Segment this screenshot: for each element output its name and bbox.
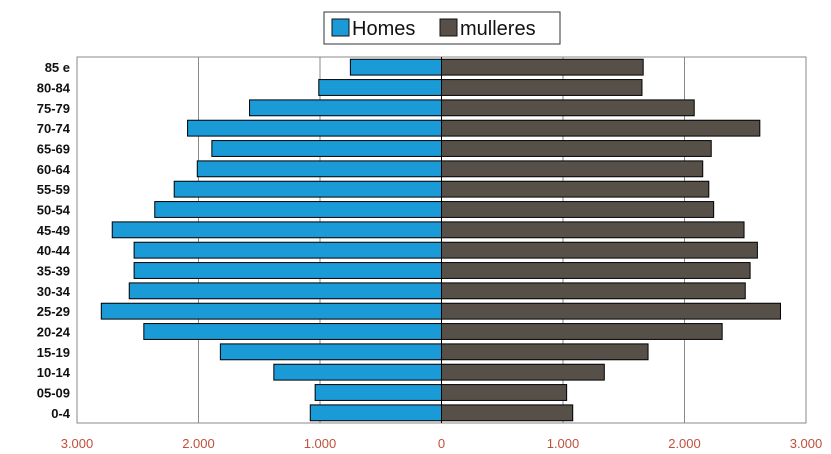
x-tick-label: 2.000 (182, 436, 215, 451)
bar-homes (211, 140, 442, 157)
bar-mulleres (441, 343, 649, 361)
bar-homes (143, 323, 442, 340)
bar-mulleres (441, 323, 723, 340)
x-tick-label: 1.000 (547, 436, 580, 451)
y-tick-label: 10-14 (37, 365, 71, 380)
y-tick-label: 15-19 (37, 345, 70, 360)
bar-mulleres (441, 363, 605, 381)
plot-area: 3.000 2.000 1.000 0 1.000 2.000 3.000 85 e 80-84… (37, 56, 823, 451)
bar-mulleres (441, 99, 695, 117)
y-tick-label: 05-09 (37, 386, 70, 401)
bar-mulleres (441, 119, 761, 137)
bar-homes (173, 180, 442, 198)
bar-homes (318, 79, 442, 96)
bar-mulleres (441, 302, 781, 320)
bar-mulleres (441, 160, 704, 178)
bar-mulleres (441, 404, 574, 422)
y-tick-label: 20-24 (37, 325, 71, 340)
bar-homes (133, 262, 442, 279)
bar-homes (100, 302, 443, 320)
y-tick-label: 80-84 (37, 81, 71, 96)
legend-label-mulleres: mulleres (460, 18, 536, 40)
bar-homes (219, 343, 442, 361)
y-tick-label: 50-54 (37, 203, 71, 218)
bar-mulleres (441, 221, 745, 239)
legend-swatch-homes (331, 18, 350, 37)
y-tick-label: 70-74 (37, 121, 71, 136)
bar-homes (249, 99, 442, 117)
bar-mulleres (441, 241, 758, 259)
legend-swatch-mulleres (439, 18, 458, 37)
y-tick-label: 25-29 (37, 304, 70, 319)
bar-mulleres (441, 201, 715, 218)
bar-homes (309, 404, 442, 422)
bar-mulleres (441, 58, 644, 76)
legend-label-homes: Homes (352, 18, 415, 40)
bar-homes (187, 119, 442, 137)
bar-homes (196, 160, 442, 178)
x-tick-label: 0 (438, 436, 445, 451)
bar-mulleres (441, 262, 751, 279)
bar-homes (111, 221, 443, 239)
x-tick-label: 1.000 (304, 436, 337, 451)
y-tick-label: 35-39 (37, 264, 70, 279)
bar-homes (154, 201, 442, 218)
y-tick-label: 60-64 (37, 162, 71, 177)
bar-mulleres (441, 180, 710, 198)
bar-homes (273, 363, 442, 381)
bar-homes (349, 58, 442, 76)
y-tick-label: 45-49 (37, 223, 70, 238)
bar-mulleres (441, 140, 712, 157)
bar-mulleres (441, 384, 568, 401)
y-tick-label: 55-59 (37, 182, 70, 197)
bar-homes (128, 282, 442, 300)
y-tick-label: 75-79 (37, 101, 70, 116)
y-tick-label: 30-34 (37, 284, 71, 299)
y-tick-label: 85 e (45, 60, 70, 75)
legend: Homes mulleres (323, 11, 561, 45)
y-tick-label: 0-4 (51, 406, 71, 421)
x-tick-label: 3.000 (790, 436, 823, 451)
x-tick-label: 3.000 (61, 436, 94, 451)
bar-homes (314, 384, 443, 401)
bar-homes (133, 241, 442, 259)
bar-mulleres (441, 282, 746, 300)
x-tick-label: 2.000 (668, 436, 701, 451)
y-tick-label: 65-69 (37, 142, 70, 157)
bar-mulleres (441, 79, 643, 96)
y-tick-label: 40-44 (37, 243, 71, 258)
